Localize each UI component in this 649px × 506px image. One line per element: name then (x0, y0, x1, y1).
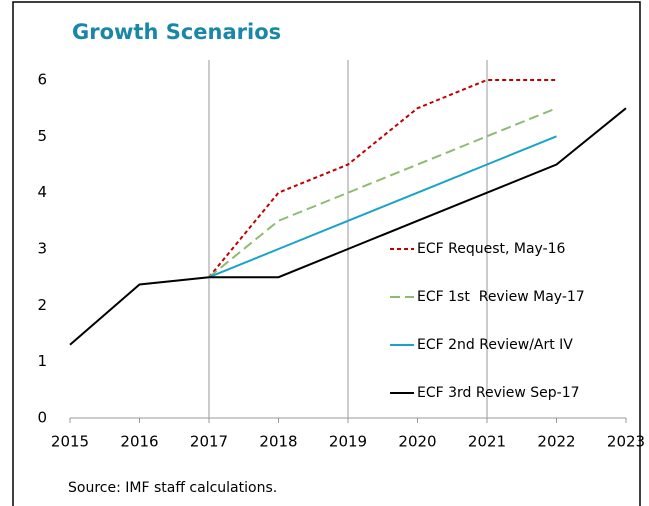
series-line (208, 79, 557, 278)
x-tick-label: 2017 (190, 433, 228, 451)
frame (12, 1, 641, 506)
y-tick-label: 5 (37, 127, 47, 145)
x-tick-label: 2015 (51, 433, 89, 451)
x-tick-label: 2021 (468, 433, 506, 451)
legend-label: ECF 2nd Review/Art IV (417, 337, 573, 353)
y-tick-label: 2 (37, 296, 47, 314)
y-tick-label: 6 (37, 71, 47, 89)
series-line (208, 135, 557, 279)
x-tick-label: 2020 (398, 433, 436, 451)
legend-label: ECF 1st Review May-17 (417, 289, 585, 305)
legend-label: ECF 3rd Review Sep-17 (417, 385, 580, 401)
source-note: Source: IMF staff calculations. (68, 480, 277, 496)
x-tick-label: 2022 (537, 433, 575, 451)
x-tick-label: 2019 (329, 433, 367, 451)
y-tick-label: 1 (37, 352, 47, 370)
x-tick-label: 2018 (259, 433, 297, 451)
chart-title: Growth Scenarios (72, 20, 281, 44)
y-tick-label: 4 (37, 183, 47, 201)
series-line (208, 107, 557, 278)
legend-label: ECF Request, May-16 (417, 241, 566, 257)
x-tick-label: 2016 (120, 433, 158, 451)
y-tick-label: 0 (37, 409, 47, 427)
x-tick-label: 2023 (607, 433, 645, 451)
series-line (69, 107, 627, 346)
y-tick-label: 3 (37, 240, 47, 258)
